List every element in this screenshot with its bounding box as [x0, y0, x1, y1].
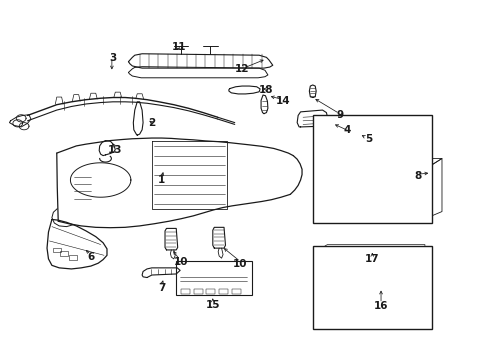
Text: 1: 1	[158, 175, 165, 185]
Bar	[318, 288, 424, 323]
Text: 14: 14	[276, 96, 290, 106]
Bar	[206, 289, 215, 294]
Text: 17: 17	[364, 254, 379, 264]
Bar	[318, 250, 424, 284]
Text: 15: 15	[205, 300, 220, 310]
Text: 9: 9	[335, 111, 343, 121]
Text: 4: 4	[343, 125, 350, 135]
Text: 7: 7	[158, 283, 165, 293]
Text: 16: 16	[373, 301, 387, 311]
Text: 13: 13	[108, 144, 122, 154]
Text: 3: 3	[109, 53, 116, 63]
Bar	[176, 261, 251, 296]
Text: 11: 11	[171, 42, 185, 52]
Bar	[219, 289, 227, 294]
Text: 18: 18	[259, 85, 273, 95]
Bar	[193, 289, 202, 294]
Bar	[312, 246, 431, 329]
Text: 12: 12	[234, 64, 249, 74]
Bar	[231, 289, 240, 294]
Text: 8: 8	[413, 171, 420, 181]
Bar	[60, 251, 68, 256]
Text: 10: 10	[232, 259, 246, 269]
Bar	[53, 248, 61, 252]
Text: 6: 6	[87, 252, 94, 262]
Text: 5: 5	[365, 134, 372, 144]
Bar	[181, 289, 189, 294]
Text: 10: 10	[174, 257, 188, 267]
Bar	[312, 116, 431, 223]
Text: 2: 2	[148, 118, 155, 128]
Bar	[69, 255, 77, 260]
